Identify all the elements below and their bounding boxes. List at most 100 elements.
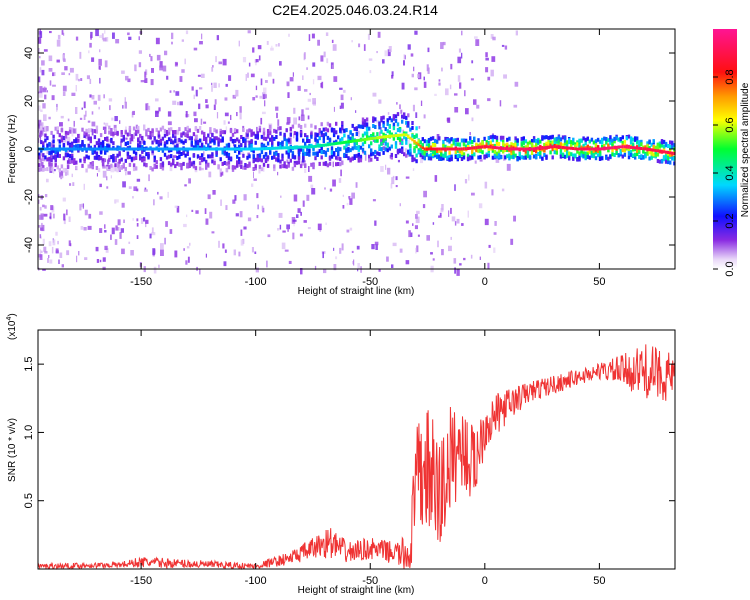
spectrogram-noise-cell [125, 75, 129, 81]
spectrogram-noise-cell [420, 100, 423, 106]
spectrogram-noise-cell [125, 171, 127, 176]
spectrogram-noise-cell [275, 106, 279, 111]
spectrogram-ridge-cell [176, 161, 179, 166]
spectrogram-noise-cell [146, 103, 149, 110]
spectrogram-noise-cell [263, 87, 267, 95]
spectrogram-ridge-core [310, 145, 313, 149]
spectrogram-ridge-cell [396, 150, 400, 155]
spectrogram-ridge-core [590, 147, 594, 151]
spectrogram-ridge-cell [184, 139, 187, 144]
spectrogram-ridge-cell [52, 139, 55, 144]
spectrogram-ridge-cell [380, 116, 383, 121]
spectrogram-noise-cell [191, 86, 194, 91]
spectrogram-noise-cell [247, 72, 249, 78]
spectrogram-ridge-cell [368, 144, 371, 149]
spectrogram-noise-cell [133, 186, 138, 191]
spectrogram-ridge-cell [460, 138, 464, 143]
spectrogram-noise-cell [53, 166, 55, 174]
spectrogram-ridge-cell [104, 128, 107, 133]
spectrogram-ridge-cell [269, 131, 272, 136]
spectrogram-ridge-core [662, 150, 666, 154]
spectrogram-ridge-cell [619, 137, 622, 141]
spectrogram-noise-cell [98, 66, 101, 69]
spectrogram-noise-cell [286, 224, 290, 230]
spectrogram-noise-cell [85, 110, 87, 117]
spectrogram-noise-cell [102, 257, 106, 262]
spectrogram-noise-cell [121, 248, 125, 255]
spectrogram-ridge-core [572, 147, 575, 150]
spectrogram-ridge-core [545, 146, 548, 149]
spectrogram-ridge-core [563, 146, 567, 150]
spectrogram-ridge-cell [339, 127, 342, 132]
spectrogram-ridge-cell [588, 155, 591, 160]
spectrogram-ridge-core [330, 142, 334, 146]
spectrogram-noise-cell [438, 79, 441, 82]
spectrogram-ridge-cell [116, 130, 119, 135]
spectrogram-ridge-cell [504, 155, 507, 160]
spectrogram-ridge-core [512, 147, 515, 151]
spectrogram-ridge-cell [252, 149, 255, 154]
spectrogram-ridge-cell [576, 142, 579, 147]
spectrogram-ridge-cell [186, 125, 189, 130]
spectrogram-ridge-core [244, 147, 247, 151]
spectrogram-ridge-core [425, 147, 429, 151]
spectrogram-noise-cell [213, 104, 216, 110]
spectrogram-noise-cell [52, 239, 56, 246]
spectrogram-noise-cell [441, 249, 444, 256]
spectrogram-ridge-core [353, 139, 356, 143]
spectrogram-ridge-core [155, 147, 158, 151]
spectrogram-noise-cell [41, 224, 45, 232]
spectrogram-ridge-core [359, 138, 363, 142]
spectrogram-noise-cell [96, 173, 98, 177]
spectrogram-ridge-cell [656, 159, 660, 163]
spectrogram-noise-cell [205, 104, 209, 109]
spectrogram-noise-cell [279, 61, 282, 66]
spectrogram-noise-cell [378, 268, 381, 272]
spectrogram-ridge-cell [572, 141, 575, 146]
spectrogram-noise-cell [257, 204, 259, 210]
spectrogram-ridge-cell [194, 140, 198, 145]
spectrogram-ridge-cell [654, 145, 657, 150]
spectrogram-ridge-cell [508, 156, 511, 161]
spectrogram-noise-cell [129, 137, 132, 145]
spectrogram-ridge-cell [421, 143, 424, 148]
spectrogram-ridge-cell [244, 165, 247, 170]
spectrogram-noise-cell [380, 127, 382, 131]
spectrogram-ridge-cell [351, 146, 354, 151]
spectrogram-noise-cell [403, 60, 405, 66]
spectrogram-noise-cell [264, 100, 266, 107]
spectrogram-noise-cell [255, 95, 258, 98]
spectrogram-ridge-core [153, 147, 156, 151]
spectrogram-ridge-cell [66, 153, 70, 158]
spectrogram-ridge-cell [565, 153, 569, 158]
spectrogram-ridge-cell [423, 156, 426, 161]
spectrogram-ridge-cell [89, 139, 92, 144]
spectrogram-ridge-cell [324, 161, 328, 166]
spectrogram-noise-cell [183, 223, 187, 228]
spectrogram-ridge-core [650, 148, 653, 152]
spectrogram-ridge-cell [83, 159, 86, 164]
spectrogram-noise-cell [221, 171, 224, 176]
spectrogram-ridge-cell [634, 155, 637, 160]
spectrogram-noise-cell [122, 105, 124, 109]
spectrogram-noise-cell [352, 261, 354, 265]
spectrogram-noise-cell [351, 192, 355, 199]
spectrogram-ridge-cell [388, 146, 391, 151]
spectrogram-y-axis-label: Frequency (Hz) [7, 115, 18, 184]
spectrogram-noise-cell [432, 258, 435, 261]
spectrogram-ridge-cell [526, 150, 530, 155]
spectrogram-ridge-cell [137, 125, 140, 130]
spectrogram-ridge-cell [407, 113, 410, 118]
spectrogram-ridge-cell [524, 149, 528, 154]
spectrogram-noise-cell [307, 98, 312, 102]
spectrogram-noise-cell [487, 98, 491, 102]
spectrogram-ridge-core [281, 146, 284, 150]
spectrogram-ridge-cell [386, 118, 389, 123]
spectrogram-ridge-cell [233, 138, 237, 143]
spectrogram-ridge-cell [293, 163, 297, 168]
spectrogram-ridge-cell [273, 128, 276, 133]
spectrogram-ridge-cell [394, 144, 398, 149]
spectrogram-noise-cell [454, 267, 456, 274]
spectrogram-ridge-cell [178, 154, 181, 159]
spectrogram-ridge-cell [134, 131, 138, 136]
